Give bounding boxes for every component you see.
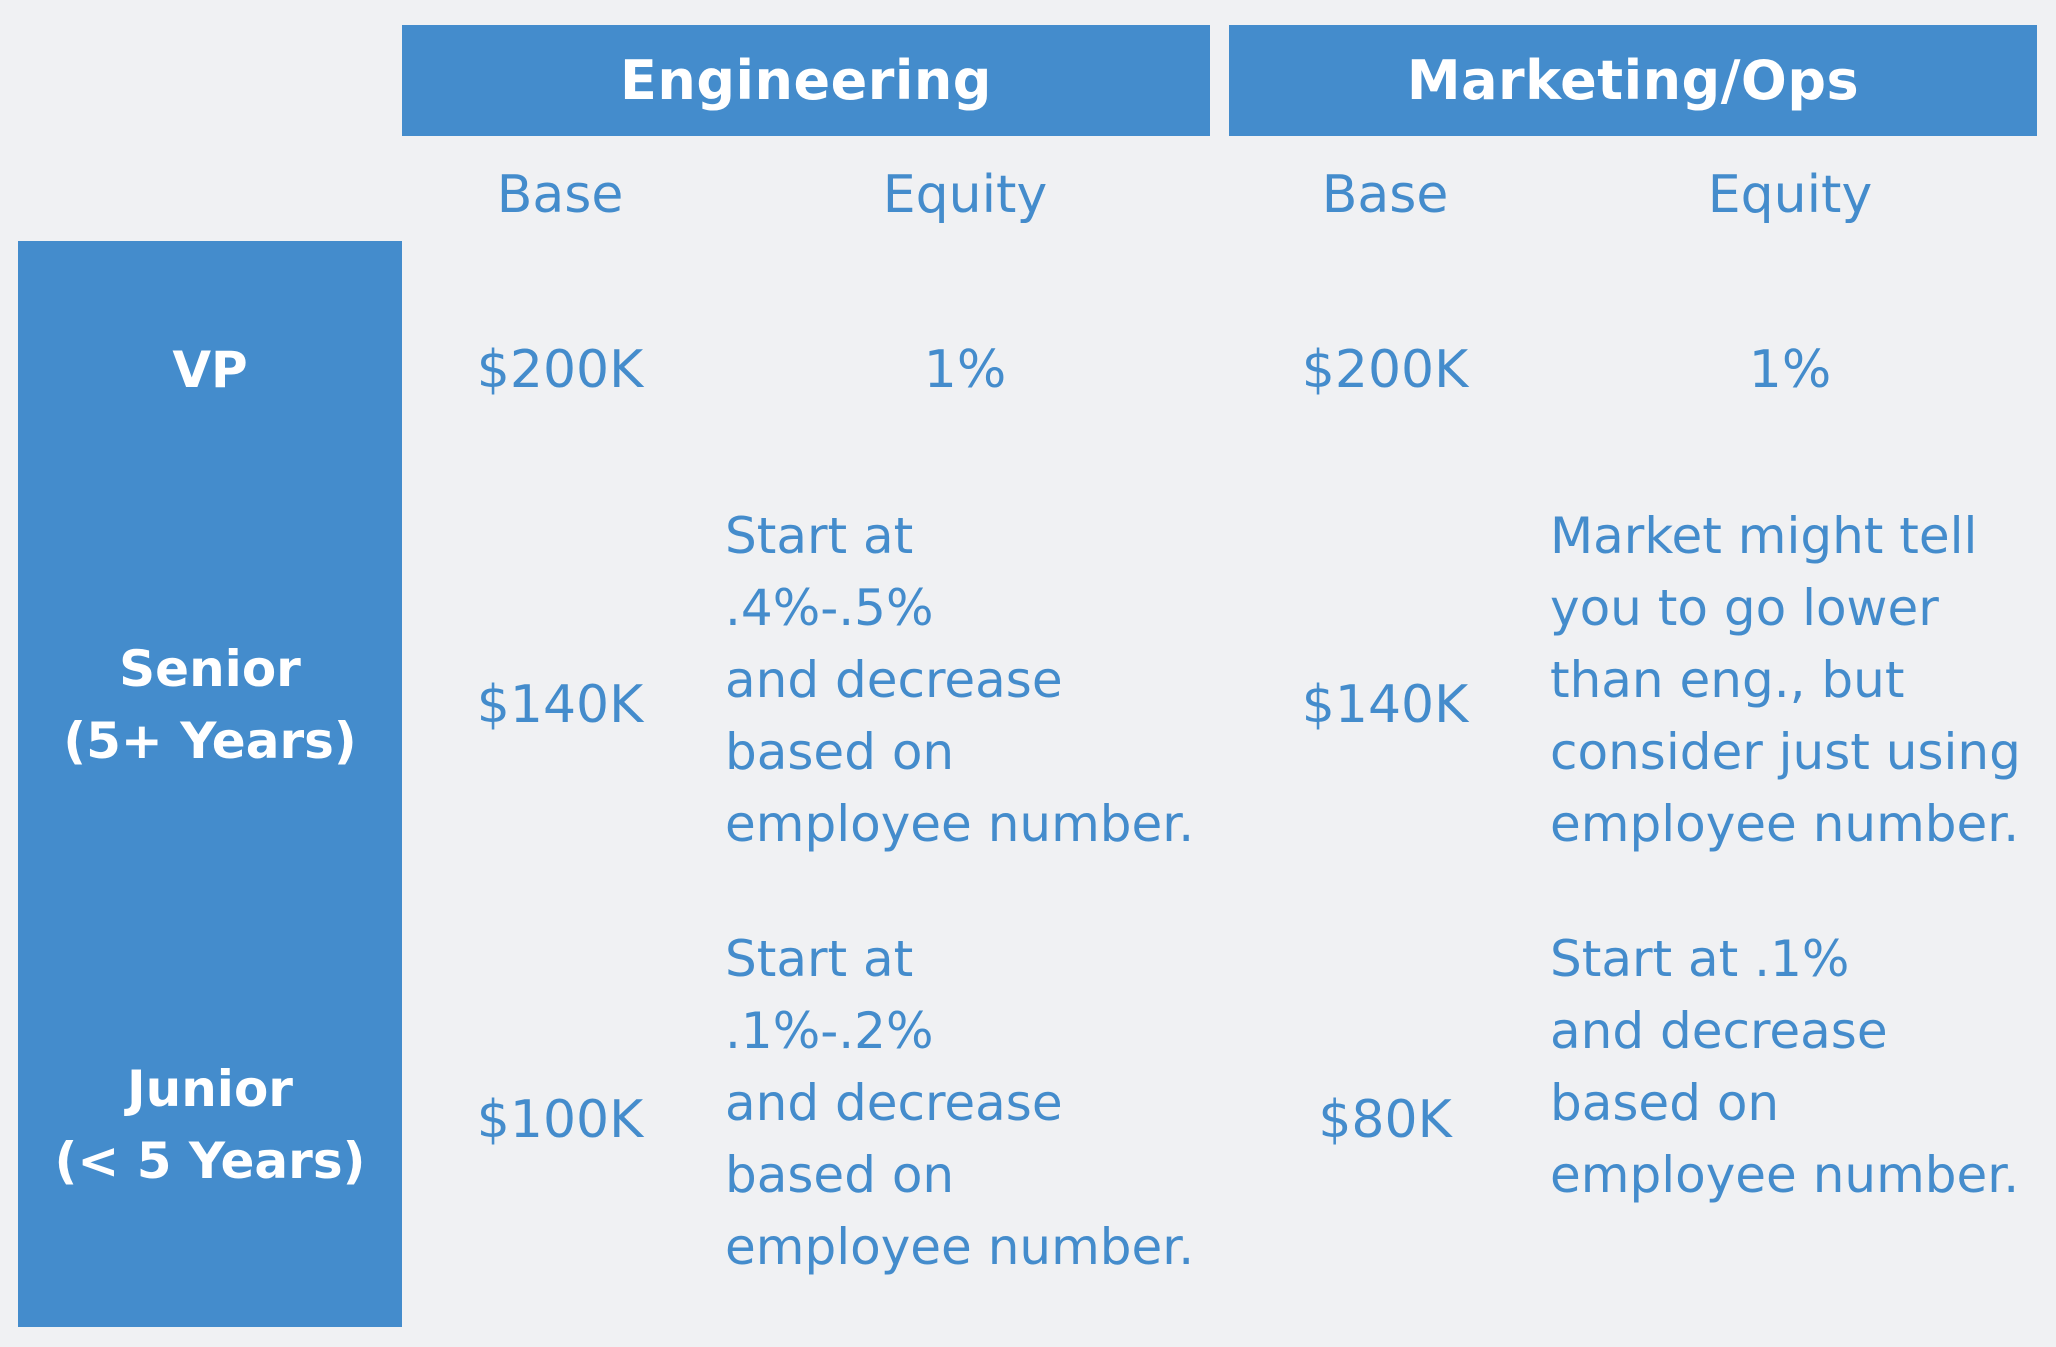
equity-note-line: Market might tell: [1550, 507, 1978, 565]
cell-junior-engineering-base: $100K: [476, 1090, 644, 1150]
equity-note-line: employee number.: [1550, 1146, 2020, 1204]
level-label-junior-years: (< 5 Years): [54, 1132, 366, 1190]
department-header-marketing-ops: Marketing/Ops: [1229, 25, 2037, 136]
equity-note-line: and decrease: [725, 651, 1063, 709]
equity-note-line: .4%-.5%: [725, 579, 934, 637]
level-column-band: [18, 241, 402, 1327]
cell-junior-engineering-equity: Start at .1%-.2% and decrease based on e…: [725, 923, 1194, 1283]
subheader-marketing-base: Base: [1321, 165, 1449, 225]
cell-vp-marketing-base: $200K: [1301, 340, 1469, 400]
cell-junior-marketing-base: $80K: [1318, 1090, 1452, 1150]
cell-vp-engineering-base: $200K: [476, 340, 644, 400]
cell-vp-engineering-equity: 1%: [923, 340, 1007, 400]
equity-note-line: based on: [1550, 1074, 1780, 1132]
level-label-senior-title: Senior: [119, 640, 301, 698]
cell-senior-engineering-base: $140K: [476, 675, 644, 735]
level-label-vp: VP: [18, 305, 402, 435]
equity-note-line: based on: [725, 723, 955, 781]
cell-vp-marketing-equity: 1%: [1748, 340, 1832, 400]
level-label-senior-years: (5+ Years): [63, 712, 357, 770]
level-label-senior: Senior (5+ Years): [18, 590, 402, 820]
equity-note-line: than eng., but: [1550, 651, 1905, 709]
equity-note-line: consider just using: [1550, 723, 2021, 781]
cell-junior-marketing-equity: Start at .1% and decrease based on emplo…: [1550, 923, 2019, 1211]
department-header-engineering: Engineering: [402, 25, 1210, 136]
equity-note-line: employee number.: [1550, 795, 2020, 853]
equity-note-line: based on: [725, 1146, 955, 1204]
equity-note-line: employee number.: [725, 1218, 1195, 1276]
equity-note-line: you to go lower: [1550, 579, 1939, 637]
cell-senior-engineering-equity: Start at .4%-.5% and decrease based on e…: [725, 500, 1194, 860]
subheader-engineering-base: Base: [496, 165, 624, 225]
equity-note-line: Start at: [725, 930, 914, 988]
cell-senior-marketing-base: $140K: [1301, 675, 1469, 735]
subheader-engineering-equity: Equity: [882, 165, 1048, 225]
equity-note-line: Start at .1%: [1550, 930, 1850, 988]
equity-note-line: and decrease: [1550, 1002, 1888, 1060]
equity-note-line: .1%-.2%: [725, 1002, 934, 1060]
subheader-marketing-equity: Equity: [1707, 165, 1873, 225]
level-label-junior-title: Junior: [127, 1060, 293, 1118]
level-label-vp-text: VP: [172, 341, 248, 399]
cell-senior-marketing-equity: Market might tell you to go lower than e…: [1550, 500, 2021, 860]
equity-note-line: Start at: [725, 507, 914, 565]
equity-note-line: and decrease: [725, 1074, 1063, 1132]
equity-note-line: employee number.: [725, 795, 1195, 853]
level-label-junior: Junior (< 5 Years): [18, 1010, 402, 1240]
